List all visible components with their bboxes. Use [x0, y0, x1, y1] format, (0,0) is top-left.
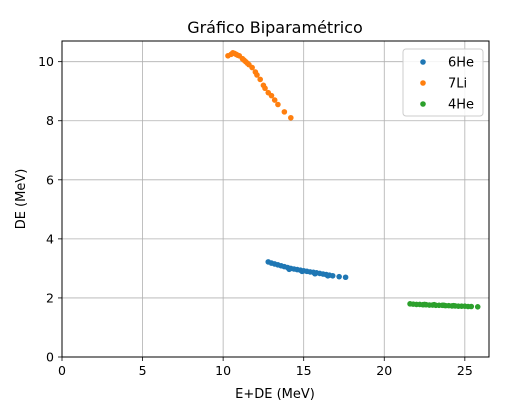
data-point-4He [450, 302, 457, 309]
data-point-6He [286, 266, 292, 273]
data-point-7Li [249, 64, 255, 71]
data-point-4He [474, 303, 481, 310]
legend-label: 4He [448, 98, 474, 113]
data-point-6He [299, 268, 305, 275]
x-tick-label: 25 [457, 363, 473, 378]
legend-marker-4He [420, 101, 426, 107]
data-point-4He [421, 301, 428, 308]
data-point-7Li [234, 52, 241, 58]
data-point-4He [441, 302, 447, 309]
data-point-7Li [257, 76, 263, 83]
legend-marker-7Li [420, 80, 426, 86]
legend: 6He 7Li 4He [402, 48, 484, 117]
y-tick-label: 8 [46, 113, 54, 128]
y-tick-label: 0 [46, 350, 54, 365]
legend-label: 6He [448, 56, 474, 71]
y-tick-label: 10 [38, 54, 54, 69]
legend-label: 7Li [448, 77, 467, 92]
data-point-7Li [275, 101, 281, 108]
data-point-6He [342, 274, 349, 281]
data-point-4He [431, 301, 438, 308]
x-tick-label: 20 [376, 363, 392, 378]
data-point-7Li [268, 92, 275, 99]
data-point-7Li [262, 85, 268, 92]
x-tick-label: 0 [58, 363, 66, 378]
y-axis-label: DE (MeV) [14, 169, 29, 230]
chart-title: Gráfico Biparamétrico [187, 18, 363, 37]
legend-marker-6He [420, 59, 426, 65]
x-tick-label: 10 [215, 363, 231, 378]
axis-ticks: 0 5 10 15 20 25 0 2 4 6 8 10 [38, 54, 473, 378]
data-point-7Li [271, 97, 278, 103]
y-tick-label: 4 [46, 231, 54, 246]
data-point-6He [329, 272, 336, 279]
y-tick-label: 2 [46, 290, 54, 305]
x-tick-label: 15 [296, 363, 312, 378]
legend-box [402, 48, 484, 117]
x-axis-label: E+DE (MeV) [235, 387, 315, 402]
data-point-6He [325, 272, 331, 279]
data-point-7Li [244, 60, 251, 66]
x-tick-label: 5 [139, 363, 147, 378]
data-point-7Li [254, 72, 260, 78]
plot-frame [61, 40, 490, 358]
data-point-7Li [281, 109, 288, 115]
data-point-6He [336, 273, 342, 280]
data-point-6He [312, 270, 318, 277]
data-point-7Li [288, 114, 294, 121]
y-tick-label: 6 [46, 172, 54, 187]
data-point-4He [468, 303, 475, 310]
data-points [225, 50, 481, 310]
